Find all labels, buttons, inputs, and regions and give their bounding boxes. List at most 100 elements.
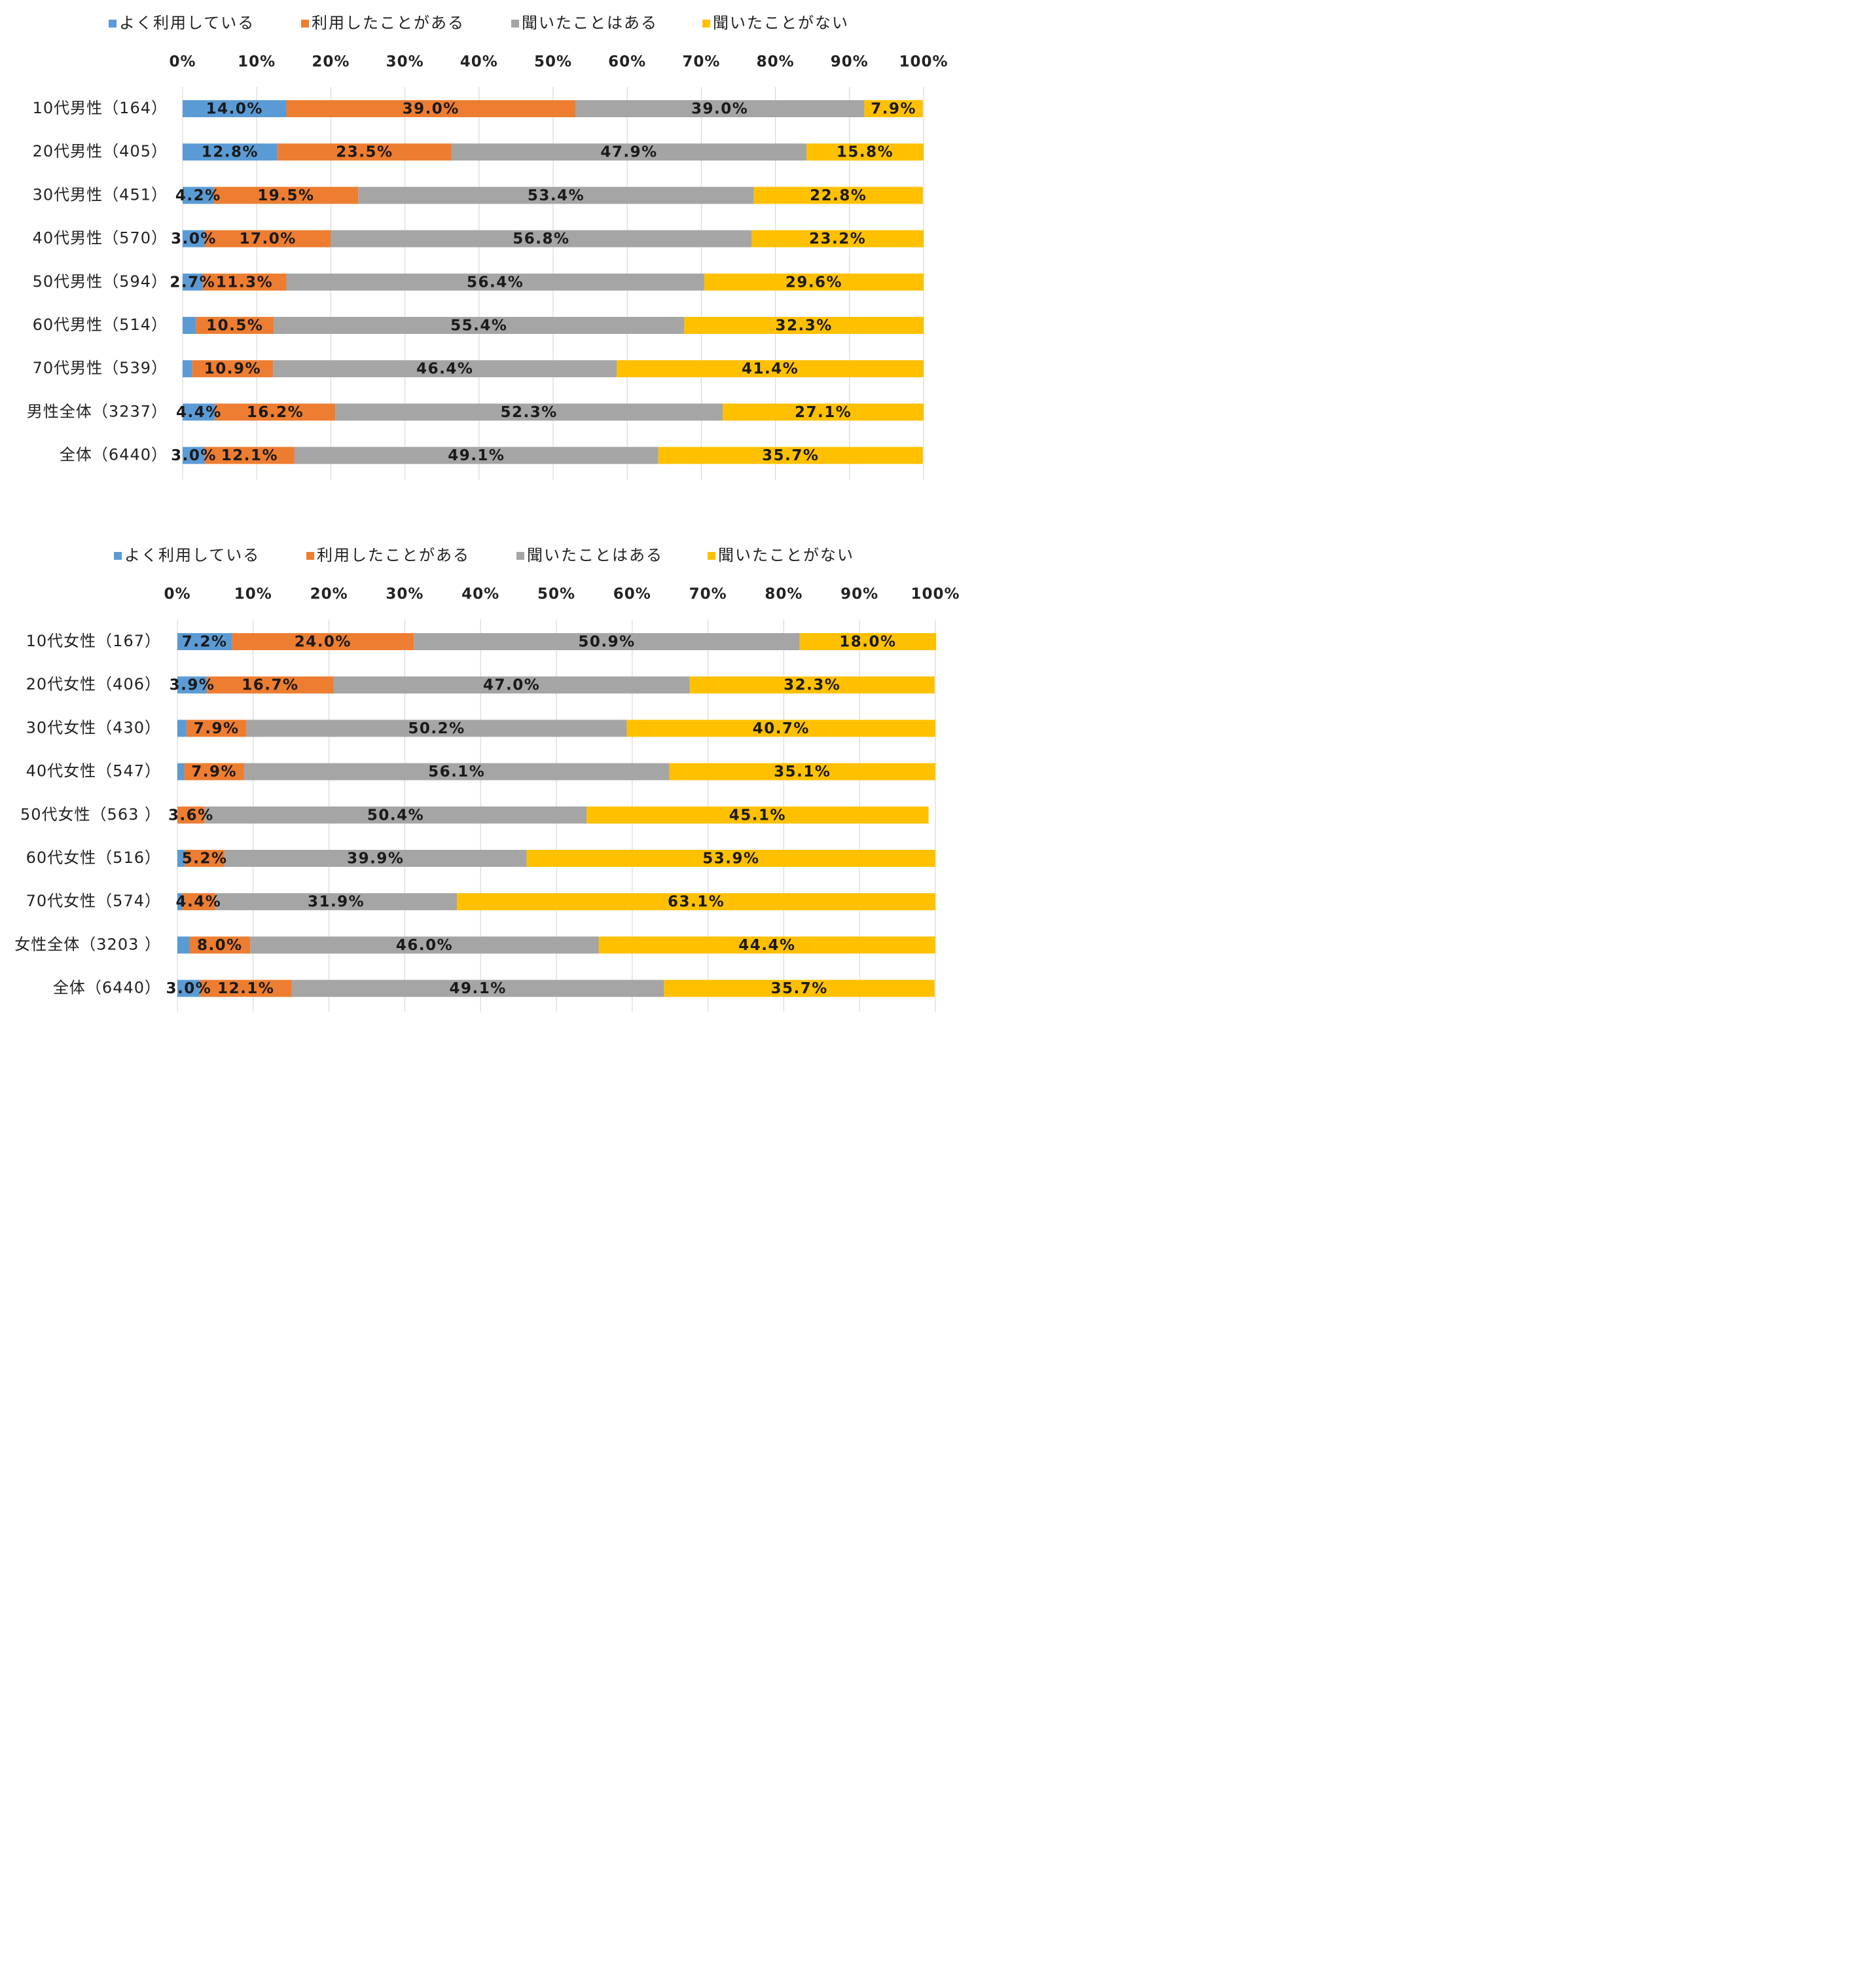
category-label: 女性全体（3203 ） xyxy=(14,935,161,953)
data-label: 23.2% xyxy=(809,230,866,247)
bar-segment xyxy=(177,850,185,867)
x-tick-label: 90% xyxy=(840,586,878,603)
bar-segment xyxy=(185,850,225,867)
bar-segment xyxy=(586,806,929,824)
bar-segment xyxy=(183,360,192,378)
bar-segment xyxy=(183,230,205,247)
data-label: 53.9% xyxy=(702,851,759,868)
x-tick-label: 50% xyxy=(537,586,575,603)
data-label: 56.4% xyxy=(467,274,524,291)
bar-segment xyxy=(689,676,935,694)
x-tick-label: 70% xyxy=(682,54,720,71)
bar-segment xyxy=(333,676,690,694)
data-label: 39.9% xyxy=(347,851,404,868)
x-tick-label: 60% xyxy=(608,54,646,71)
bar-segment xyxy=(202,273,287,291)
data-label: 3.6% xyxy=(168,807,214,824)
data-label: 4.4% xyxy=(176,404,222,421)
data-label: 4.4% xyxy=(176,894,222,911)
x-tick-label: 40% xyxy=(461,586,499,603)
data-label: 55.4% xyxy=(450,318,507,335)
x-tick-label: 40% xyxy=(460,54,498,71)
data-label: 44.4% xyxy=(738,937,795,954)
bar-segment xyxy=(751,230,924,247)
bar-segment xyxy=(575,100,865,117)
data-label: 12.1% xyxy=(221,447,278,464)
category-label: 30代男性（451） xyxy=(33,185,168,204)
data-label: 8.0% xyxy=(197,937,243,954)
bar-segment xyxy=(664,979,935,997)
data-label: 12.1% xyxy=(217,980,274,997)
data-label: 31.9% xyxy=(308,894,365,911)
bar-segment xyxy=(799,633,937,650)
data-label: 40.7% xyxy=(753,720,810,737)
data-label: 10.5% xyxy=(206,318,263,335)
data-label: 29.6% xyxy=(785,274,842,291)
data-label: 56.1% xyxy=(428,763,485,780)
data-label: 3.0% xyxy=(166,980,211,997)
bar-segment xyxy=(177,936,190,954)
data-label: 27.1% xyxy=(795,404,852,421)
data-label: 11.3% xyxy=(216,274,273,291)
legend-swatch xyxy=(306,552,314,560)
x-tick-label: 30% xyxy=(386,54,424,71)
data-label: 49.1% xyxy=(449,980,506,997)
bar-segment xyxy=(294,447,658,464)
bar-segment xyxy=(291,979,664,997)
x-tick-label: 0% xyxy=(169,54,196,71)
bar-segment xyxy=(704,273,924,291)
bar-segment xyxy=(277,143,452,161)
x-tick-label: 10% xyxy=(234,586,272,603)
category-label: 70代男性（539） xyxy=(33,359,168,377)
category-label: 30代女性（430） xyxy=(26,718,161,737)
bar-segment xyxy=(183,403,215,421)
data-label: 47.0% xyxy=(483,677,540,694)
category-label: 60代男性（514） xyxy=(33,316,168,334)
data-label: 2.7% xyxy=(170,274,215,291)
bar-segment xyxy=(250,936,599,954)
data-label: 63.1% xyxy=(668,894,725,911)
bar-segment xyxy=(286,273,704,291)
data-label: 5.2% xyxy=(182,851,228,868)
category-label: 10代女性（167） xyxy=(26,632,161,650)
data-label: 4.2% xyxy=(175,187,221,204)
data-label: 14.0% xyxy=(206,101,263,118)
data-label: 41.4% xyxy=(742,361,799,378)
data-label: 35.7% xyxy=(762,447,819,464)
x-tick-label: 80% xyxy=(757,54,795,71)
x-tick-label: 100% xyxy=(899,54,948,71)
data-label: 16.2% xyxy=(247,404,304,421)
legend-label: よく利用している xyxy=(119,14,255,32)
bar-segment xyxy=(196,317,274,334)
bar-segment xyxy=(358,187,754,204)
bar-segment xyxy=(335,403,723,421)
bar-segment xyxy=(177,979,200,997)
data-label: 46.0% xyxy=(396,937,453,954)
data-label: 32.3% xyxy=(784,677,840,694)
data-label: 46.4% xyxy=(416,361,473,378)
x-tick-label: 50% xyxy=(534,54,572,71)
data-label: 35.7% xyxy=(770,980,827,997)
data-label: 47.9% xyxy=(600,144,657,161)
bar-segment xyxy=(177,676,207,694)
legend-label: 利用したことがある xyxy=(317,546,470,564)
data-label: 53.4% xyxy=(528,187,585,204)
chart-stage: よく利用している 利用したことがある 聞いたことはある 聞いたことがない 0% 10% 20… xyxy=(0,0,982,1012)
bar-segment xyxy=(204,806,587,824)
category-label: 50代男性（594） xyxy=(33,272,168,291)
category-label: 20代女性（406） xyxy=(26,675,161,693)
bar-segment xyxy=(273,360,617,378)
data-label: 16.7% xyxy=(242,677,298,694)
category-label: 50代女性（563 ） xyxy=(20,805,161,824)
bar-segment xyxy=(177,633,232,650)
data-label: 24.0% xyxy=(295,634,352,651)
bar-segment xyxy=(183,447,205,464)
data-label: 35.1% xyxy=(774,763,831,780)
bar-segment xyxy=(753,187,923,204)
bar-segment xyxy=(183,100,287,117)
category-label: 70代女性（574） xyxy=(26,892,161,910)
data-label: 56.8% xyxy=(513,230,569,247)
legend-label: 聞いたことはある xyxy=(527,546,663,564)
bar-segment xyxy=(177,806,205,824)
